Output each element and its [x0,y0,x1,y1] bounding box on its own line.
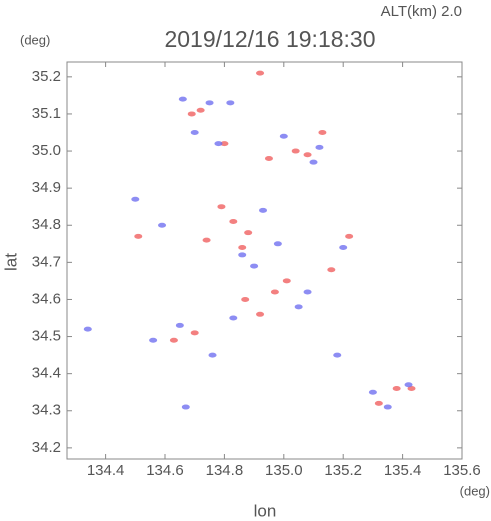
echo-point [205,100,214,106]
x-axis-label: lon [254,501,277,520]
echo-point [229,219,238,225]
y-tick-label: 34.2 [32,439,61,456]
x-tick-label: 134.6 [146,462,184,479]
echo-point [315,144,324,150]
echo-point [404,382,413,388]
echo-point [291,148,300,154]
y-tick-label: 34.4 [32,365,61,382]
echo-point [333,352,342,358]
x-tick-label: 134.8 [206,462,244,479]
altitude-label: ALT(km) 2.0 [381,3,462,20]
echo-point [282,278,291,284]
echo-point [196,107,205,113]
echo-point [169,337,178,343]
echo-point [407,386,416,392]
echo-point [244,230,253,236]
y-tick-label: 35.1 [32,105,61,122]
y-tick-label: 34.6 [32,290,61,307]
echo-point [175,322,184,328]
echo-point [187,111,196,117]
echo-point [202,237,211,243]
echo-point [241,296,250,302]
x-tick-label: 135.6 [443,462,481,479]
echo-point [259,207,268,213]
echo-point [217,204,226,210]
echo-point [238,245,247,251]
echo-point [220,141,229,147]
y-tick-label: 34.5 [32,328,61,345]
echo-point [327,267,336,273]
echo-point [256,311,265,317]
echo-point [149,337,158,343]
echo-point [250,263,259,269]
echo-point [229,315,238,321]
echo-point [190,330,199,336]
echo-point [303,152,312,158]
echo-point [190,129,199,135]
echo-point [309,159,318,165]
echo-point [279,133,288,139]
echo-point [383,404,392,410]
echo-point [294,304,303,310]
y-tick-label: 34.9 [32,179,61,196]
echo-point [256,70,265,76]
echo-point [318,129,327,135]
x-tick-label: 135.2 [324,462,362,479]
x-tick-label: 135.4 [384,462,422,479]
y-tick-label: 34.8 [32,216,61,233]
y-tick-label: 35.2 [32,68,61,85]
echo-point [368,389,377,395]
echo-point [374,400,383,406]
y-tick-label: 34.3 [32,402,61,419]
echo-point [158,222,167,228]
echo-point [264,155,273,161]
echo-point [214,141,223,147]
chart-title: 2019/12/16 19:18:30 [164,26,375,52]
plot-frame [66,61,463,460]
x-tick-label: 135.0 [265,462,303,479]
echo-point [273,241,282,247]
echo-point [134,233,143,239]
echo-point [238,252,247,258]
echo-point [270,289,279,295]
x-tick-label: 134.4 [87,462,125,479]
echo-point [339,245,348,251]
y-axis-label: lat [1,253,20,271]
y-tick-label: 35.0 [32,142,61,159]
echo-point [208,352,217,358]
echo-point [303,289,312,295]
echo-point [345,233,354,239]
echo-point [83,326,92,332]
echo-point [181,404,190,410]
y-unit: (deg) [20,32,50,47]
echo-point [226,100,235,106]
echo-point [178,96,187,102]
echo-point [131,196,140,202]
x-unit: (deg) [460,483,490,498]
y-tick-label: 34.7 [32,253,61,270]
echo-point [392,386,401,392]
